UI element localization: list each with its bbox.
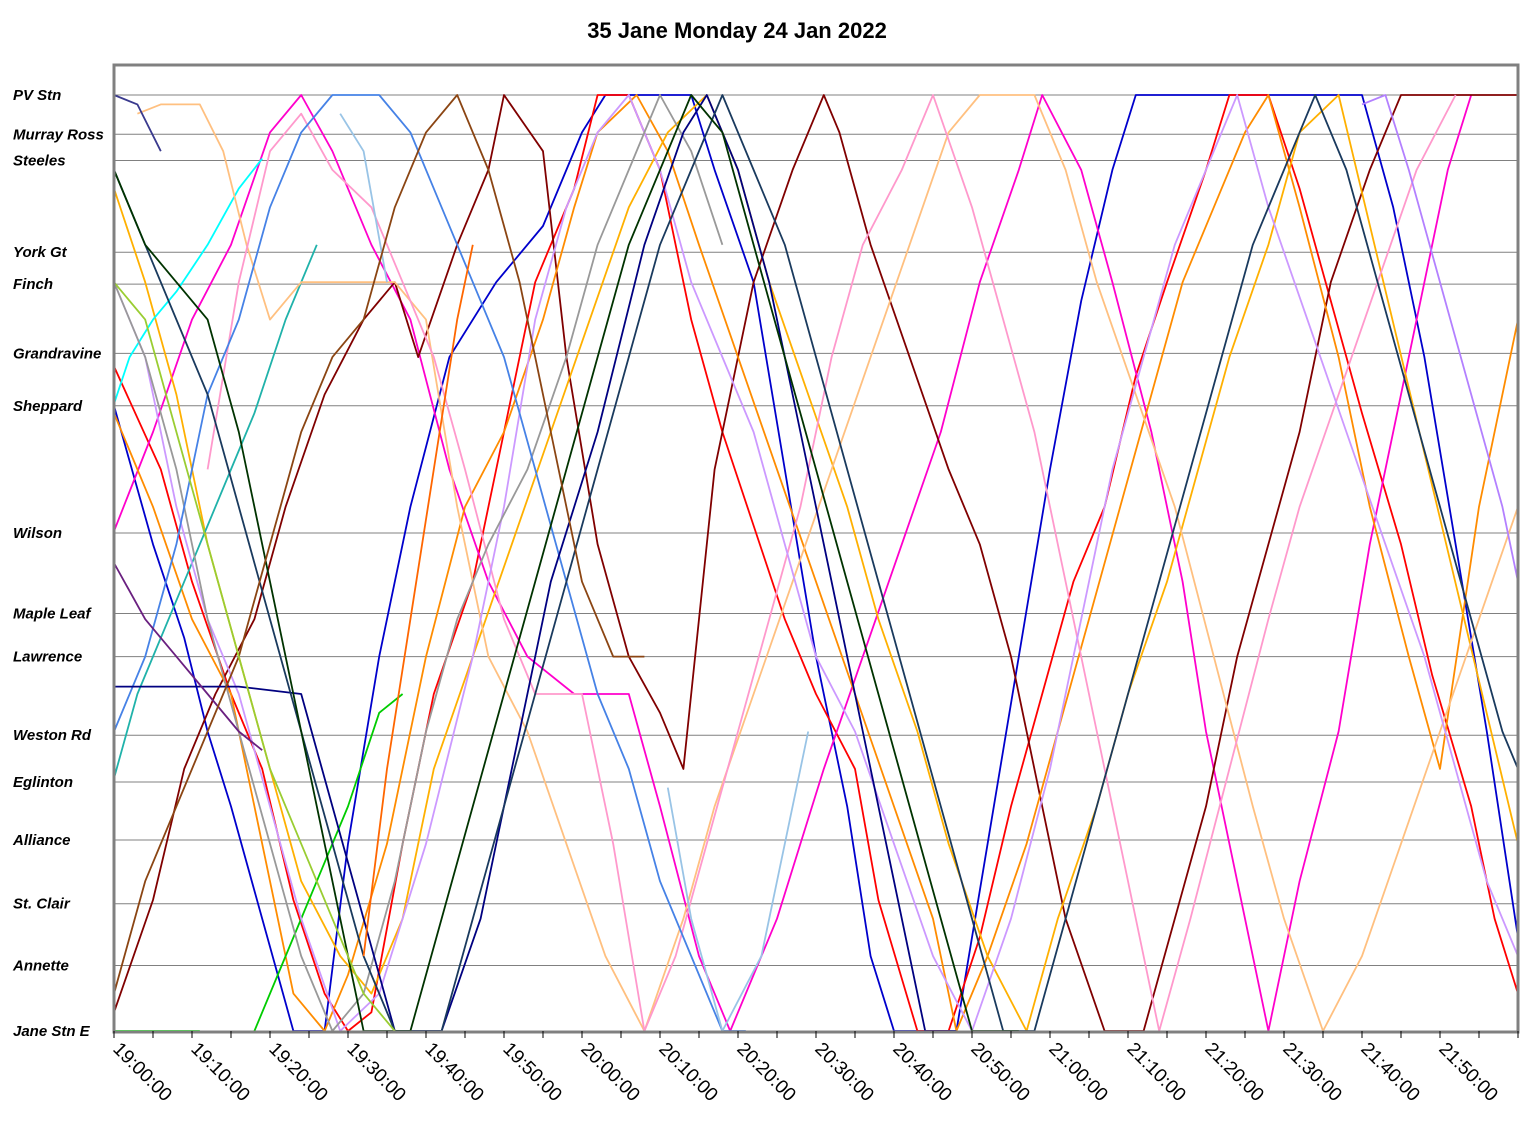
time-tick-label: 19:50:00 (498, 1039, 565, 1106)
time-tick-label: 20:50:00 (966, 1039, 1033, 1106)
vehicle-trace (362, 244, 474, 957)
time-tick-label: 19:10:00 (186, 1039, 253, 1106)
stop-label: Wilson (13, 525, 62, 542)
stop-label: Weston Rd (13, 727, 92, 744)
vehicle-traces (113, 94, 1519, 1032)
time-tick-label: 19:40:00 (420, 1039, 487, 1106)
vehicle-trace (339, 113, 388, 283)
stop-label: York Gt (13, 244, 68, 261)
plot-area-frame (112, 63, 1520, 1034)
stop-label: Grandravine (13, 345, 101, 362)
vehicle-trace (113, 94, 1473, 1032)
vehicle-trace (666, 731, 810, 1032)
time-tick-label: 19:30:00 (342, 1039, 409, 1106)
vehicle-trace (206, 94, 1457, 1032)
vehicle-trace (114, 94, 957, 1032)
stop-label: St. Clair (13, 896, 71, 913)
time-tick-label: 21:10:00 (1122, 1039, 1189, 1106)
time-tick-label: 21:20:00 (1200, 1039, 1267, 1106)
stop-label: Murray Ross (13, 126, 104, 143)
stop-label: Maple Leaf (13, 606, 93, 623)
vehicle-trace (113, 94, 1518, 1032)
vehicle-trace (113, 244, 318, 779)
vehicle-trace (113, 94, 1519, 1032)
stop-label: Sheppard (13, 398, 83, 415)
stop-label: Alliance (12, 832, 71, 849)
stop-label: Finch (13, 276, 53, 293)
stop-label: Annette (12, 957, 69, 974)
time-tick-label: 20:30:00 (810, 1039, 877, 1106)
vehicle-trace (113, 94, 162, 152)
chart-title: 35 Jane Monday 24 Jan 2022 (587, 18, 887, 43)
vehicle-trace (113, 94, 1019, 1032)
time-tick-label: 19:00:00 (108, 1039, 175, 1106)
time-tick-label: 20:00:00 (576, 1039, 643, 1106)
time-tick-label: 21:40:00 (1356, 1039, 1423, 1106)
vehicle-trace (113, 94, 746, 1032)
vehicle-trace (113, 158, 263, 405)
stop-label: Eglinton (13, 774, 73, 791)
time-tick-label: 21:30:00 (1278, 1039, 1345, 1106)
stop-gridlines (114, 94, 1518, 1032)
time-tick-label: 20:10:00 (654, 1039, 721, 1106)
vehicle-trace (113, 562, 263, 751)
vehicle-trace (137, 94, 1519, 1032)
time-axis-labels: 19:00:00 19:10:00 19:20:00 19:30:00 19:40:00… (108, 1039, 1501, 1106)
vehicle-trace (113, 94, 1519, 1032)
vehicle-trace (113, 94, 1519, 1032)
vehicle-trace (113, 94, 645, 994)
vehicle-trace (113, 94, 724, 1032)
time-tick-label: 20:40:00 (888, 1039, 955, 1106)
stop-label: Jane Stn E (13, 1023, 91, 1040)
vehicle-trace (1361, 94, 1519, 582)
stop-label: PV Stn (13, 87, 61, 104)
time-tick-label: 21:50:00 (1434, 1039, 1501, 1106)
stop-label: Lawrence (13, 649, 82, 666)
stop-label: Steeles (13, 153, 66, 170)
time-axis-ticks (113, 1031, 1519, 1038)
time-tick-label: 20:20:00 (732, 1039, 799, 1106)
time-tick-label: 19:20:00 (264, 1039, 331, 1106)
vehicle-trace (113, 281, 396, 1032)
stop-labels: PV Stn Murray Ross Steeles York Gt Finch Gran… (12, 87, 104, 1040)
time-tick-label: 21:00:00 (1044, 1039, 1111, 1106)
